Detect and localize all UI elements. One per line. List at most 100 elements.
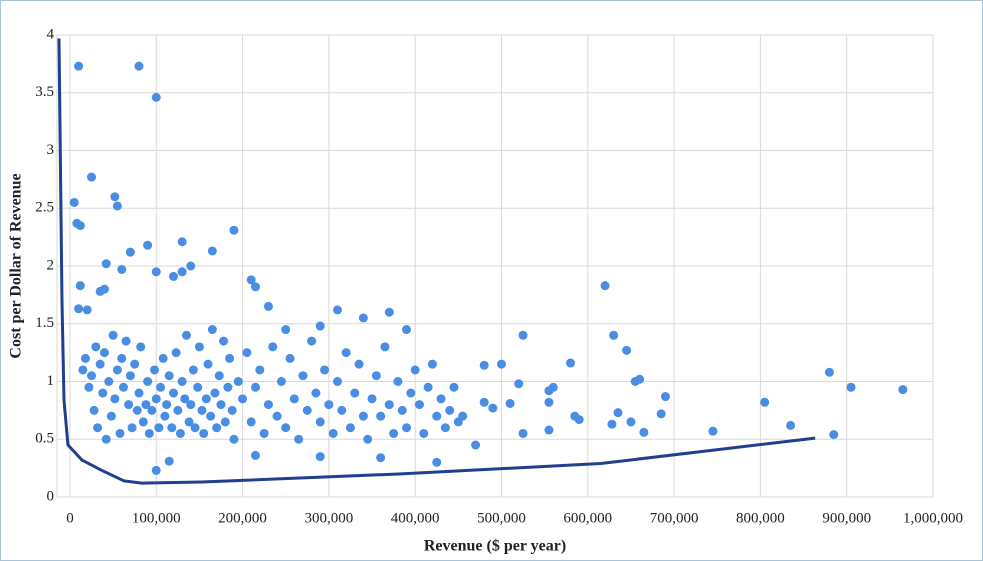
data-point <box>177 377 187 386</box>
data-point <box>164 371 174 381</box>
data-point <box>406 388 416 398</box>
data-point <box>410 365 420 375</box>
data-point <box>440 423 450 433</box>
x-axis-title: Revenue ($ per year) <box>424 538 566 555</box>
data-point <box>193 382 203 392</box>
data-point <box>496 359 506 369</box>
data-point <box>101 434 111 444</box>
data-point <box>87 371 97 381</box>
x-tick-label: 200,000 <box>218 510 267 526</box>
data-point <box>626 417 636 427</box>
data-point <box>167 423 177 433</box>
x-tick-label: 300,000 <box>304 510 353 526</box>
data-point <box>276 377 286 386</box>
data-point <box>320 365 330 375</box>
data-point <box>544 425 554 435</box>
data-point <box>95 286 105 296</box>
data-point <box>127 423 137 433</box>
data-point <box>125 371 135 381</box>
data-point <box>367 394 377 404</box>
data-point <box>397 405 407 415</box>
y-tick-label: 1 <box>47 373 55 389</box>
data-point <box>289 394 299 404</box>
data-point <box>607 419 617 429</box>
data-point <box>324 400 334 410</box>
data-point <box>219 336 229 346</box>
data-point <box>246 275 256 285</box>
data-point <box>432 457 442 467</box>
data-point <box>171 348 181 358</box>
data-point <box>156 382 166 392</box>
data-point <box>117 353 127 363</box>
data-point <box>220 417 230 427</box>
data-point <box>75 281 85 291</box>
x-tick-label: 500,000 <box>477 510 526 526</box>
data-point <box>74 304 84 314</box>
x-tick-label: 100,000 <box>132 510 181 526</box>
data-point <box>169 388 179 398</box>
data-point <box>130 359 140 369</box>
data-point <box>229 434 239 444</box>
data-point <box>315 417 325 427</box>
data-point <box>635 374 645 384</box>
data-point <box>824 367 834 377</box>
data-point <box>80 353 90 363</box>
data-point <box>281 423 291 433</box>
data-point <box>609 330 619 340</box>
data-point <box>138 417 148 427</box>
data-point <box>82 305 92 315</box>
data-point <box>91 342 101 352</box>
data-point <box>354 359 364 369</box>
data-point <box>376 453 386 463</box>
data-point <box>345 423 355 433</box>
data-point <box>259 428 269 438</box>
data-point <box>229 225 239 235</box>
data-point <box>125 247 135 257</box>
y-tick-label: 4 <box>47 26 55 42</box>
data-point <box>760 397 770 407</box>
data-point <box>402 423 412 433</box>
data-point <box>108 330 118 340</box>
y-tick-label: 3 <box>47 142 55 158</box>
data-point <box>69 197 79 207</box>
data-point <box>285 353 295 363</box>
x-tick-label: 900,000 <box>822 510 871 526</box>
x-tick-label: 400,000 <box>391 510 440 526</box>
data-point <box>87 172 97 182</box>
data-point <box>251 282 261 292</box>
data-point <box>514 379 524 389</box>
data-point <box>75 221 85 231</box>
data-point <box>214 371 224 381</box>
data-point <box>207 246 217 256</box>
data-point <box>263 301 273 311</box>
data-point <box>225 353 235 363</box>
y-tick-label: 2 <box>47 257 55 273</box>
data-point <box>384 307 394 317</box>
data-point <box>143 377 153 386</box>
y-tick-label: 1.5 <box>35 315 54 331</box>
frontier-line <box>57 38 816 485</box>
data-point <box>201 394 211 404</box>
data-point <box>786 420 796 430</box>
data-point <box>84 382 94 392</box>
data-point <box>207 325 217 335</box>
data-point <box>479 397 489 407</box>
data-point <box>371 371 381 381</box>
data-point <box>124 400 134 410</box>
data-point <box>115 428 125 438</box>
data-point <box>458 411 468 421</box>
data-point <box>272 411 282 421</box>
data-point <box>136 342 146 352</box>
data-point <box>471 440 481 450</box>
data-point <box>268 342 278 352</box>
data-point <box>380 342 390 352</box>
data-point <box>150 365 160 375</box>
data-point <box>639 427 649 437</box>
data-point <box>216 400 226 410</box>
data-point <box>311 388 321 398</box>
data-point <box>223 382 233 392</box>
data-point <box>98 388 108 398</box>
data-point <box>358 411 368 421</box>
data-point <box>445 405 455 415</box>
